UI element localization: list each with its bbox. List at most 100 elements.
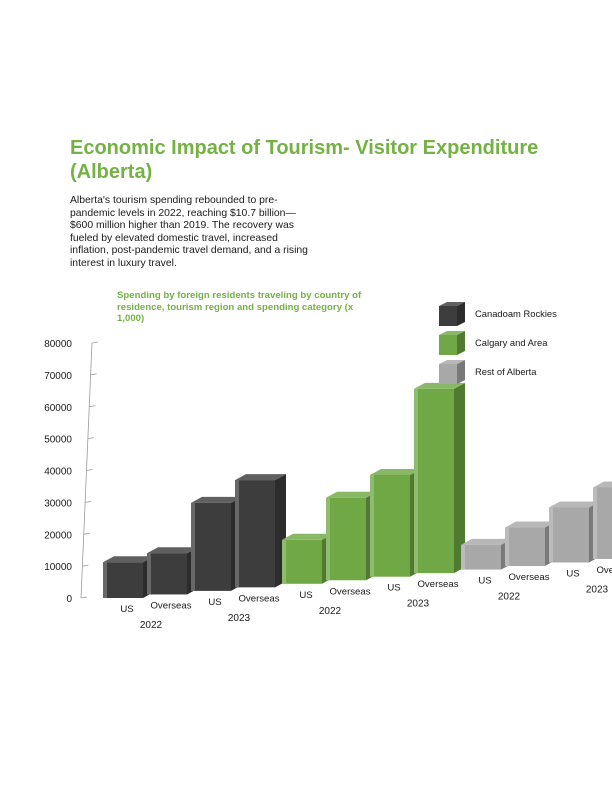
bar-front (191, 502, 231, 591)
bar-canadoam-rockies-overseas-2023 (235, 474, 286, 588)
bar-top (549, 501, 600, 508)
bar-top (191, 496, 242, 503)
x-category-label: US (299, 590, 312, 601)
legend-swatch-rest-of-alberta (439, 360, 465, 384)
bar-front (103, 562, 143, 598)
y-tick-label: 0 (66, 594, 72, 605)
bar-rest-of-alberta-overseas-2022 (505, 521, 556, 567)
bar-top (326, 491, 377, 498)
legend-label-canadoam-rockies: Canadoam Rockies (475, 308, 557, 319)
bar-front (326, 497, 366, 581)
swatch-front (439, 335, 457, 355)
bar-front (461, 544, 501, 570)
y-tick-mark (83, 532, 90, 535)
legend-swatch-canadoam-rockies (439, 302, 465, 326)
y-tick-mark (90, 373, 97, 376)
bar-highlight (147, 553, 151, 595)
x-year-label: 2022 (140, 620, 163, 631)
intro-paragraph: Alberta's tourism spending rebounded to … (70, 195, 308, 269)
swatch-front (439, 364, 457, 384)
swatch-side (457, 302, 465, 326)
x-category-label: US (120, 604, 133, 615)
y-tick-label: 60000 (44, 403, 72, 414)
bar-top (414, 382, 465, 389)
bar-calgary-and-area-us-2022 (282, 533, 333, 584)
bar-rest-of-alberta-us-2023 (549, 501, 600, 563)
y-tick-label: 70000 (44, 371, 72, 382)
swatch-top (439, 302, 465, 306)
x-category-label: US (208, 597, 221, 608)
x-category-label: US (566, 569, 579, 580)
y-tick-label: 50000 (44, 435, 72, 446)
bar-calgary-and-area-overseas-2023 (414, 382, 465, 574)
bar-highlight (235, 480, 239, 588)
bar-highlight (103, 562, 107, 598)
bar-front (147, 553, 187, 595)
bar-top (593, 481, 612, 488)
bar-front (505, 527, 545, 567)
x-year-label: 2022 (319, 606, 342, 617)
y-tick-mark (85, 500, 92, 503)
bar-top (461, 538, 512, 545)
x-category-label: US (387, 583, 400, 594)
x-category-label: US (478, 576, 491, 587)
y-tick-mark (86, 469, 93, 471)
bar-highlight (505, 527, 509, 567)
bar-canadoam-rockies-us-2023 (191, 496, 242, 591)
swatch-side (457, 331, 465, 355)
x-category-label: Overseas (596, 565, 612, 576)
bar-highlight (370, 474, 374, 577)
legend-item-calgary-and-area: Calgary and Area (437, 328, 597, 357)
y-tick-label: 30000 (44, 498, 72, 509)
x-year-label: 2022 (498, 592, 521, 603)
y-tick-mark (82, 564, 89, 567)
x-year-label: 2023 (407, 599, 430, 610)
bar-top (147, 547, 198, 554)
bar-canadoam-rockies-overseas-2022 (147, 547, 198, 595)
chart-title: Spending by foreign residents traveling … (117, 290, 362, 325)
legend-label-calgary-and-area: Calgary and Area (475, 337, 548, 348)
y-tick-label: 20000 (44, 530, 72, 541)
bar-highlight (461, 544, 465, 570)
page-title: Economic Impact of Tourism- Visitor Expe… (70, 137, 539, 183)
bar-highlight (549, 507, 553, 563)
y-tick-mark (80, 596, 88, 599)
x-category-label: Overseas (329, 586, 370, 597)
swatch-front (439, 306, 457, 326)
bar-front (370, 474, 410, 577)
swatch-top (439, 360, 465, 364)
swatch-top (439, 331, 465, 335)
bar-highlight (326, 497, 330, 581)
y-tick-mark (89, 405, 96, 408)
bar-rest-of-alberta-overseas-2023 (593, 481, 612, 559)
bar-highlight (593, 487, 597, 559)
x-category-label: Overseas (417, 579, 458, 590)
legend-item-rest-of-alberta: Rest of Alberta (437, 357, 597, 386)
x-category-label: Overseas (508, 572, 549, 583)
bar-rest-of-alberta-us-2022 (461, 538, 512, 570)
legend-swatch-calgary-and-area (439, 331, 465, 355)
bar-calgary-and-area-overseas-2022 (326, 491, 377, 581)
chart-legend: Canadoam Rockies Calgary and Area Rest o… (437, 299, 597, 386)
bar-highlight (191, 502, 195, 591)
bar-side (454, 382, 465, 574)
bar-front (235, 480, 275, 588)
y-tick-label: 10000 (44, 562, 72, 573)
bar-top (370, 468, 421, 475)
y-tick-mark (91, 341, 99, 344)
bar-front (282, 539, 322, 584)
x-category-label: Overseas (150, 600, 191, 611)
bar-highlight (282, 539, 286, 584)
bar-front (549, 507, 589, 563)
legend-item-canadoam-rockies: Canadoam Rockies (437, 299, 597, 328)
x-year-label: 2023 (228, 613, 251, 624)
bar-top (103, 556, 154, 563)
swatch-side (457, 360, 465, 384)
bar-top (235, 474, 286, 481)
bar-top (282, 533, 333, 540)
x-year-label: 2023 (586, 585, 609, 596)
bar-front (414, 388, 454, 574)
y-tick-mark (87, 437, 94, 440)
bar-highlight (414, 388, 418, 574)
